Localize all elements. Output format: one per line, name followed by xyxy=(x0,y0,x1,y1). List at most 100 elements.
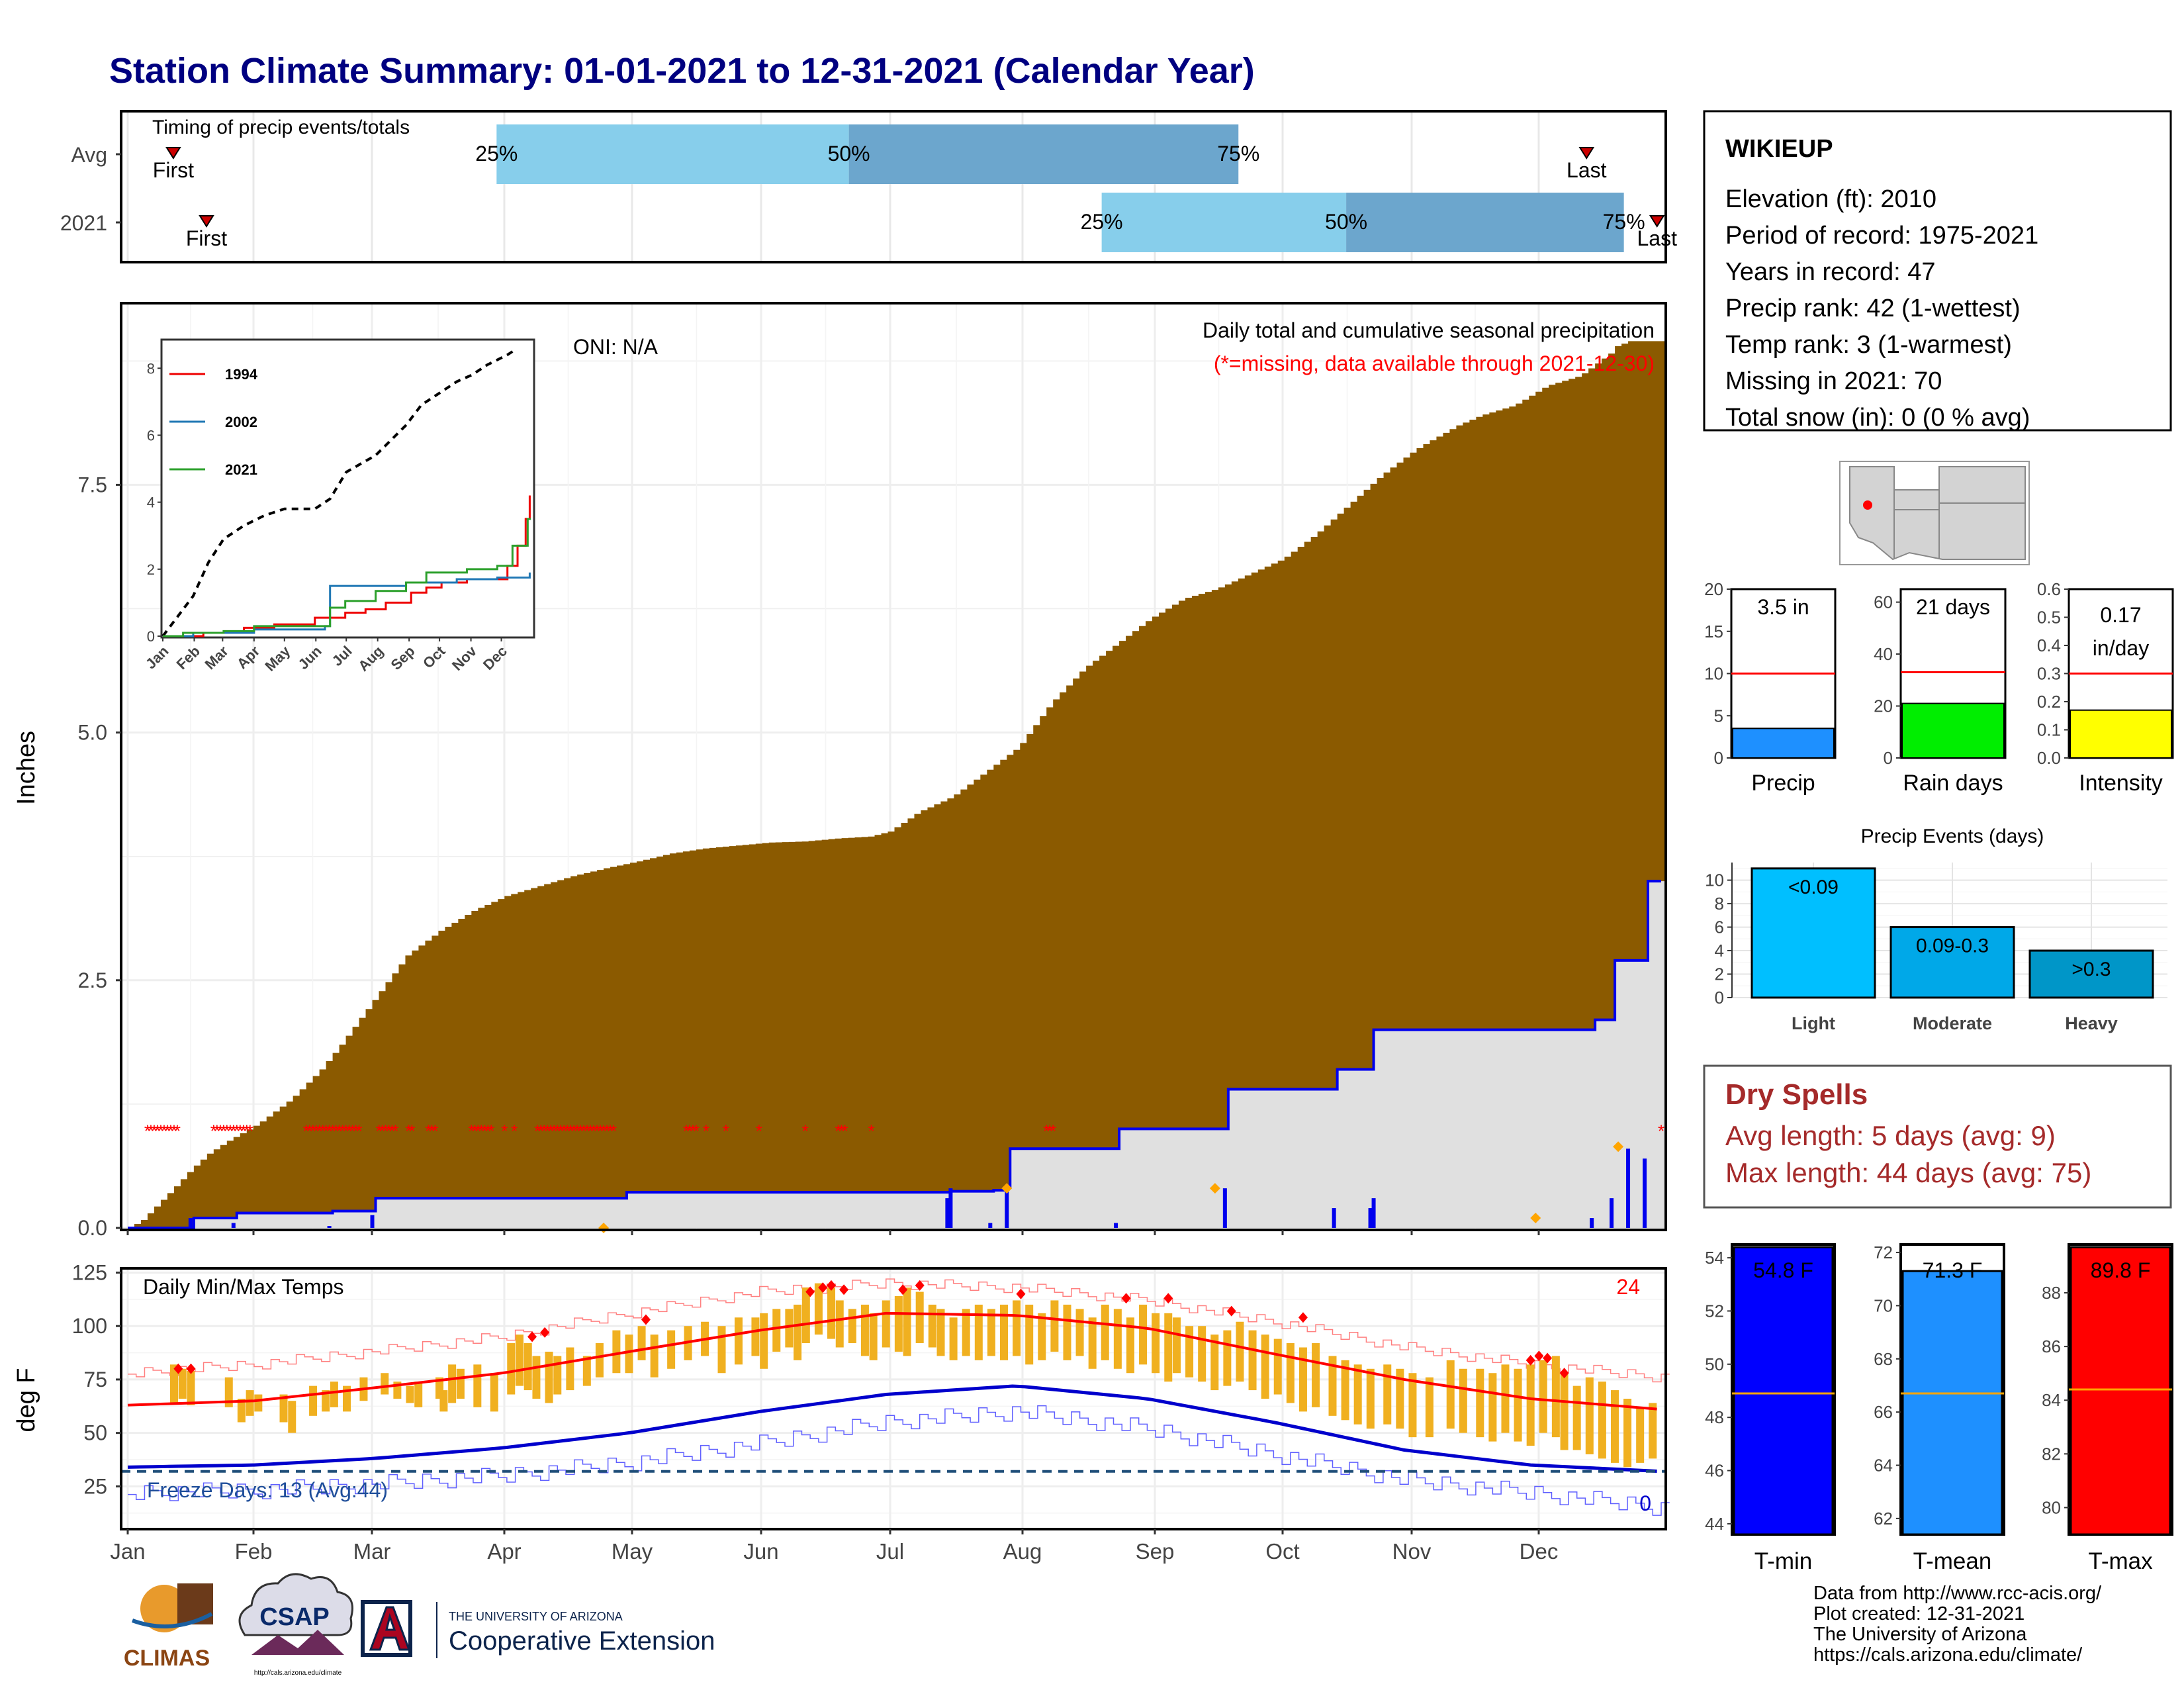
missing-day-marker: * xyxy=(574,1121,580,1141)
daily-temp-range-bar xyxy=(650,1335,659,1378)
temp-mean-ytick-label: 44 xyxy=(1705,1514,1724,1534)
totals-xlabel: Precip xyxy=(1751,771,1815,796)
missing-day-marker: * xyxy=(475,1121,481,1141)
temp-mean-ytick-label: 66 xyxy=(1874,1402,1893,1422)
missing-day-marker: * xyxy=(534,1121,541,1141)
footer-credits: Data from http://www.rcc-acis.org/Plot c… xyxy=(1813,1583,2102,1665)
record-temp-marker xyxy=(915,1280,925,1291)
daily-precip-marker xyxy=(1530,1213,1541,1224)
dry-spells-box: Dry Spells Avg length: 5 days (avg: 9) M… xyxy=(1703,1064,2172,1209)
precip-event-bar-label: 0.09-0.3 xyxy=(1916,935,1989,957)
missing-day-marker: * xyxy=(382,1121,388,1141)
missing-day-marker: * xyxy=(1043,1121,1050,1141)
totals-ytick-label: 0.1 xyxy=(2037,720,2061,740)
missing-day-marker: * xyxy=(584,1121,590,1141)
temp-mean-bar xyxy=(2070,1246,2171,1536)
daily-temp-range-bar xyxy=(566,1347,574,1391)
temp-label: Daily Min/Max Temps xyxy=(143,1275,343,1299)
daily-temp-range-bar xyxy=(667,1330,676,1369)
timing-quartile-label: 50% xyxy=(828,142,870,165)
missing-day-marker: * xyxy=(1050,1121,1056,1141)
temp-xtick-label: Sep xyxy=(1136,1539,1175,1564)
temp-xtick-label: Jan xyxy=(110,1539,145,1564)
daily-temp-range-bar xyxy=(1126,1317,1134,1374)
daily-temp-range-bar xyxy=(187,1371,195,1405)
temp-ytick-label: 25 xyxy=(83,1474,107,1498)
record-temp-marker xyxy=(1543,1352,1553,1364)
daily-temp-range-bar xyxy=(1063,1304,1071,1360)
map-borders xyxy=(1893,490,2025,559)
daily-precip-bar xyxy=(948,1188,953,1228)
timing-label: Timing of precip events/totals xyxy=(152,117,410,138)
daily-temp-range-bar xyxy=(1328,1356,1337,1416)
missing-day-marker: * xyxy=(316,1121,323,1141)
daily-temp-range-bar xyxy=(1408,1373,1417,1438)
station-info-line: Elevation (ft): 2010 xyxy=(1725,185,1936,213)
station-info-line: Period of record: 1975-2021 xyxy=(1725,222,2038,250)
daily-temp-range-bar xyxy=(894,1295,903,1352)
inset-series-1994 xyxy=(163,495,531,637)
precip-ytick-label: 5.0 xyxy=(78,721,107,745)
inset-average-line xyxy=(161,350,514,637)
daily-temp-range-bar xyxy=(1038,1313,1046,1360)
daily-temp-range-bar xyxy=(903,1288,911,1356)
missing-day-marker: * xyxy=(385,1121,392,1141)
daily-temp-range-bar xyxy=(322,1390,330,1412)
precip-events-chart: Precip Events (days) <0.09 Light 0.09-0.3 M… xyxy=(1705,825,2167,1033)
missing-day-marker: * xyxy=(379,1121,385,1141)
daily-temp-range-bar xyxy=(1353,1364,1362,1425)
missing-day-marker: * xyxy=(352,1121,359,1141)
daily-temp-range-bar xyxy=(1000,1304,1008,1360)
first-event-label: First xyxy=(186,226,227,250)
daily-temp-range-bar xyxy=(1298,1347,1307,1412)
daily-temp-range-bar xyxy=(1248,1330,1257,1391)
record-temp-marker xyxy=(527,1331,537,1342)
daily-temp-range-bar xyxy=(801,1288,810,1344)
events-ytick-label: 0 xyxy=(1715,988,1724,1008)
totals-ytick-label: 0.3 xyxy=(2037,664,2061,684)
daily-temp-range-bar xyxy=(625,1335,633,1374)
daily-temp-range-bar xyxy=(1636,1407,1645,1463)
station-name: WIKIEUP xyxy=(1725,135,1833,163)
daily-precip-bar xyxy=(1590,1218,1594,1228)
daily-temp-range-bar xyxy=(532,1356,541,1399)
temp-mean-xlabel: T-mean xyxy=(1913,1548,1992,1574)
record-temp-marker xyxy=(1525,1354,1535,1366)
daily-temp-range-bar xyxy=(1101,1304,1109,1360)
missing-day-marker: * xyxy=(349,1121,355,1141)
timing-row-label: Avg xyxy=(71,143,107,167)
missing-day-marker: * xyxy=(690,1121,696,1141)
missing-day-marker: * xyxy=(544,1121,551,1141)
missing-day-marker: * xyxy=(167,1121,174,1141)
daily-precip-marker xyxy=(1613,1141,1624,1152)
daily-temp-range-bar xyxy=(1088,1317,1097,1369)
missing-day-marker: * xyxy=(551,1121,557,1141)
daily-precip-bar xyxy=(1643,1158,1647,1228)
missing-day-marker: * xyxy=(158,1121,164,1141)
precip-ytick-label: 2.5 xyxy=(78,968,107,992)
temp-mean-value-label: 89.8 F xyxy=(2091,1258,2151,1282)
temp-mean-value-label: 54.8 F xyxy=(1753,1258,1813,1282)
missing-day-marker: * xyxy=(501,1121,508,1141)
totals-charts: 0 5 10 15 20 3.5 in Precip 0 20 40 60 21 days Rain d… xyxy=(1704,579,2174,796)
daily-temp-range-bar xyxy=(553,1356,562,1395)
dry-spells-avg: Avg length: 5 days (avg: 9) xyxy=(1725,1120,2056,1151)
missing-day-marker: * xyxy=(217,1121,224,1141)
station-info-line: Missing in 2021: 70 xyxy=(1725,367,1942,395)
csap-logo-text: CSAP xyxy=(259,1603,330,1631)
daily-temp-range-bar xyxy=(1050,1300,1059,1352)
missing-day-marker: * xyxy=(577,1121,584,1141)
missing-day-marker: * xyxy=(557,1121,564,1141)
missing-day-marker: * xyxy=(220,1121,227,1141)
temp-mean-xlabel: T-max xyxy=(2088,1548,2153,1574)
missing-day-marker: * xyxy=(537,1121,544,1141)
missing-day-marker: * xyxy=(683,1121,690,1141)
record-temp-marker xyxy=(186,1363,196,1374)
missing-day-marker: * xyxy=(247,1121,253,1141)
precip-event-category: Moderate xyxy=(1913,1013,1992,1033)
temp-mean-ytick-label: 80 xyxy=(2042,1497,2061,1517)
missing-day-marker: * xyxy=(594,1121,600,1141)
precip-event-bar-label: >0.3 xyxy=(2071,959,2111,980)
daily-temp-range-bar xyxy=(1539,1360,1547,1433)
record-temp-marker xyxy=(1298,1312,1308,1323)
